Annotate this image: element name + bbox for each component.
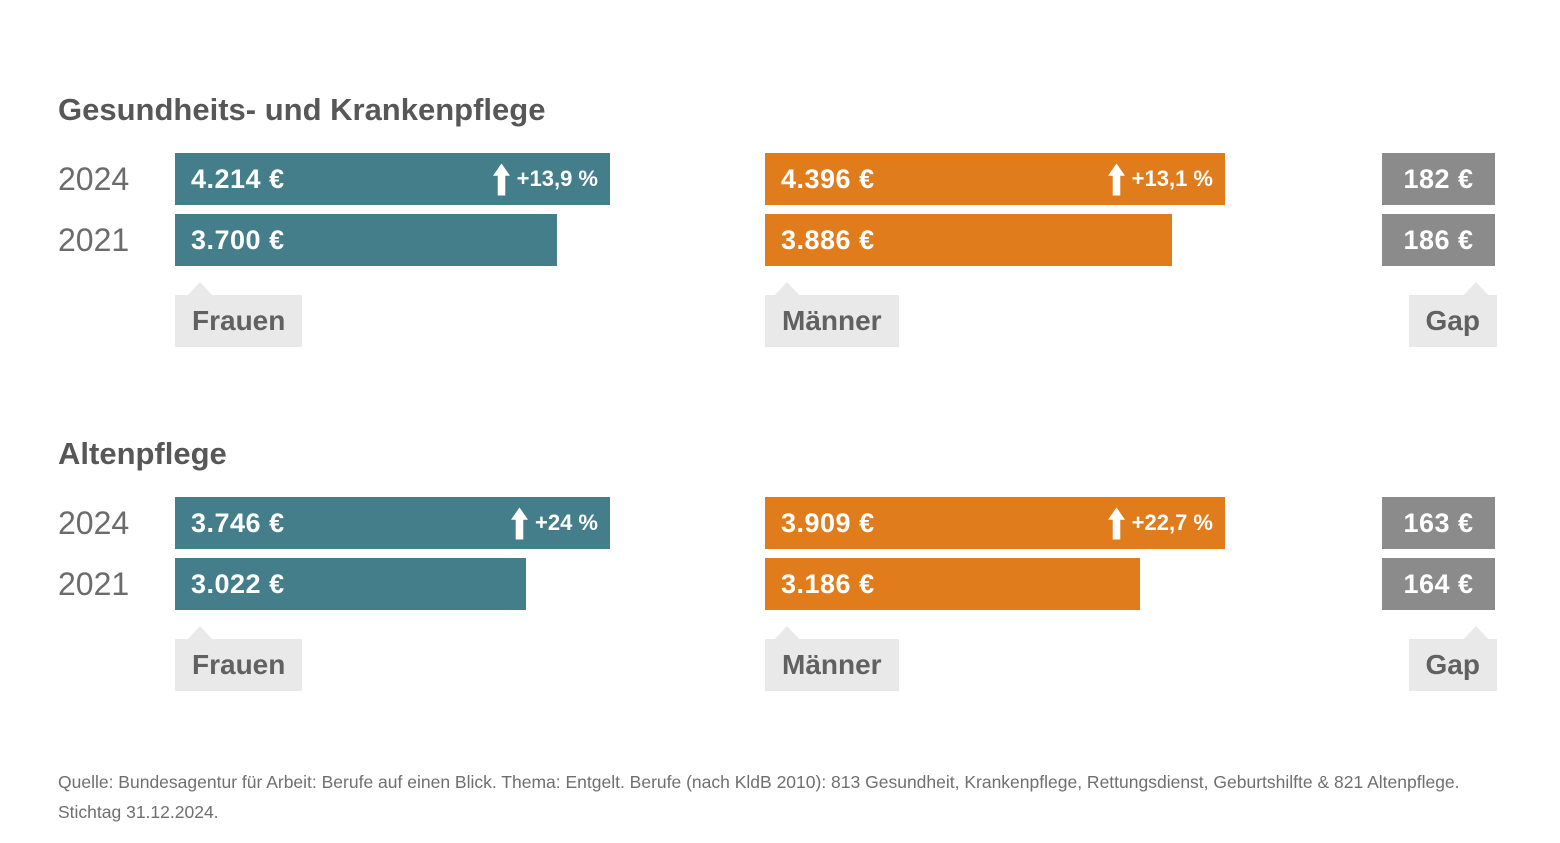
year-label-2024: 2024 [58, 505, 130, 541]
label-pointer-notch [187, 626, 213, 640]
arrow-up-icon [1107, 162, 1125, 196]
column-label-gap: Gap [1408, 282, 1497, 347]
arrow-up-icon [492, 162, 510, 196]
column-label-text: Männer [782, 305, 882, 336]
source-line-2: Stichtag 31.12.2024. [58, 802, 219, 822]
year-label-2021: 2021 [58, 222, 130, 258]
source-note: Quelle: Bundesagentur für Arbeit: Berufe… [58, 767, 1500, 827]
bar-women-2021: 3.700 € [175, 214, 557, 266]
arrow-up-icon [511, 506, 528, 540]
bar-value: 4.214 € [191, 163, 285, 194]
gap-value: 186 € [1403, 224, 1474, 255]
bar-value: 4.396 € [781, 163, 875, 194]
label-pointer-notch [1463, 282, 1489, 296]
column-label-frauen: Frauen [175, 282, 303, 347]
gap-value: 164 € [1403, 568, 1474, 599]
arrow-up-icon [1107, 506, 1125, 540]
label-pointer-notch [1463, 626, 1489, 640]
section-title-altenpflege: Altenpflege [58, 436, 227, 471]
bar-men-2024: 4.396 € +13,1 % [765, 153, 1225, 205]
bar-women-2021: 3.022 € [175, 558, 526, 610]
bar-value: 3.186 € [781, 568, 875, 599]
bar-change-value: +24 % [535, 510, 598, 535]
column-label-text: Gap [1425, 305, 1480, 336]
bar-value: 3.022 € [191, 568, 285, 599]
bar-value: 3.746 € [191, 507, 285, 538]
source-line-1: Quelle: Bundesagentur für Arbeit: Berufe… [58, 772, 1460, 792]
section-title-krankenpflege: Gesundheits- und Krankenpflege [58, 92, 546, 127]
bar-change: +13,1 % [1107, 162, 1213, 196]
bar-value: 3.886 € [781, 224, 875, 255]
gap-badge-2021: 186 € [1382, 214, 1495, 266]
gap-badge-2024: 182 € [1382, 153, 1495, 205]
column-label-text: Frauen [192, 305, 286, 336]
column-label-maenner: Männer [765, 282, 899, 347]
column-label-text: Frauen [192, 649, 286, 680]
bar-value: 3.909 € [781, 507, 875, 538]
bar-men-2021: 3.886 € [765, 214, 1172, 266]
bar-change: +24 % [511, 506, 598, 540]
year-label-2024: 2024 [58, 161, 130, 197]
column-label-gap: Gap [1408, 626, 1497, 691]
label-pointer-notch [187, 282, 213, 296]
column-label-text: Gap [1425, 649, 1480, 680]
bar-women-2024: 3.746 € +24 % [175, 497, 610, 549]
bar-change-value: +13,9 % [516, 166, 598, 191]
gap-value: 182 € [1403, 163, 1474, 194]
column-label-frauen: Frauen [175, 626, 303, 691]
bar-change-value: +22,7 % [1131, 510, 1213, 535]
bar-women-2024: 4.214 € +13,9 % [175, 153, 610, 205]
bar-change: +22,7 % [1107, 506, 1213, 540]
bar-change-value: +13,1 % [1131, 166, 1213, 191]
bar-men-2021: 3.186 € [765, 558, 1140, 610]
label-pointer-notch [774, 626, 800, 640]
gap-value: 163 € [1403, 507, 1474, 538]
bar-value: 3.700 € [191, 224, 285, 255]
label-pointer-notch [774, 282, 800, 296]
gap-badge-2021: 164 € [1382, 558, 1495, 610]
gap-badge-2024: 163 € [1382, 497, 1495, 549]
column-label-maenner: Männer [765, 626, 899, 691]
bar-men-2024: 3.909 € +22,7 % [765, 497, 1225, 549]
bar-change: +13,9 % [492, 162, 598, 196]
year-label-2021: 2021 [58, 566, 130, 602]
column-label-text: Männer [782, 649, 882, 680]
